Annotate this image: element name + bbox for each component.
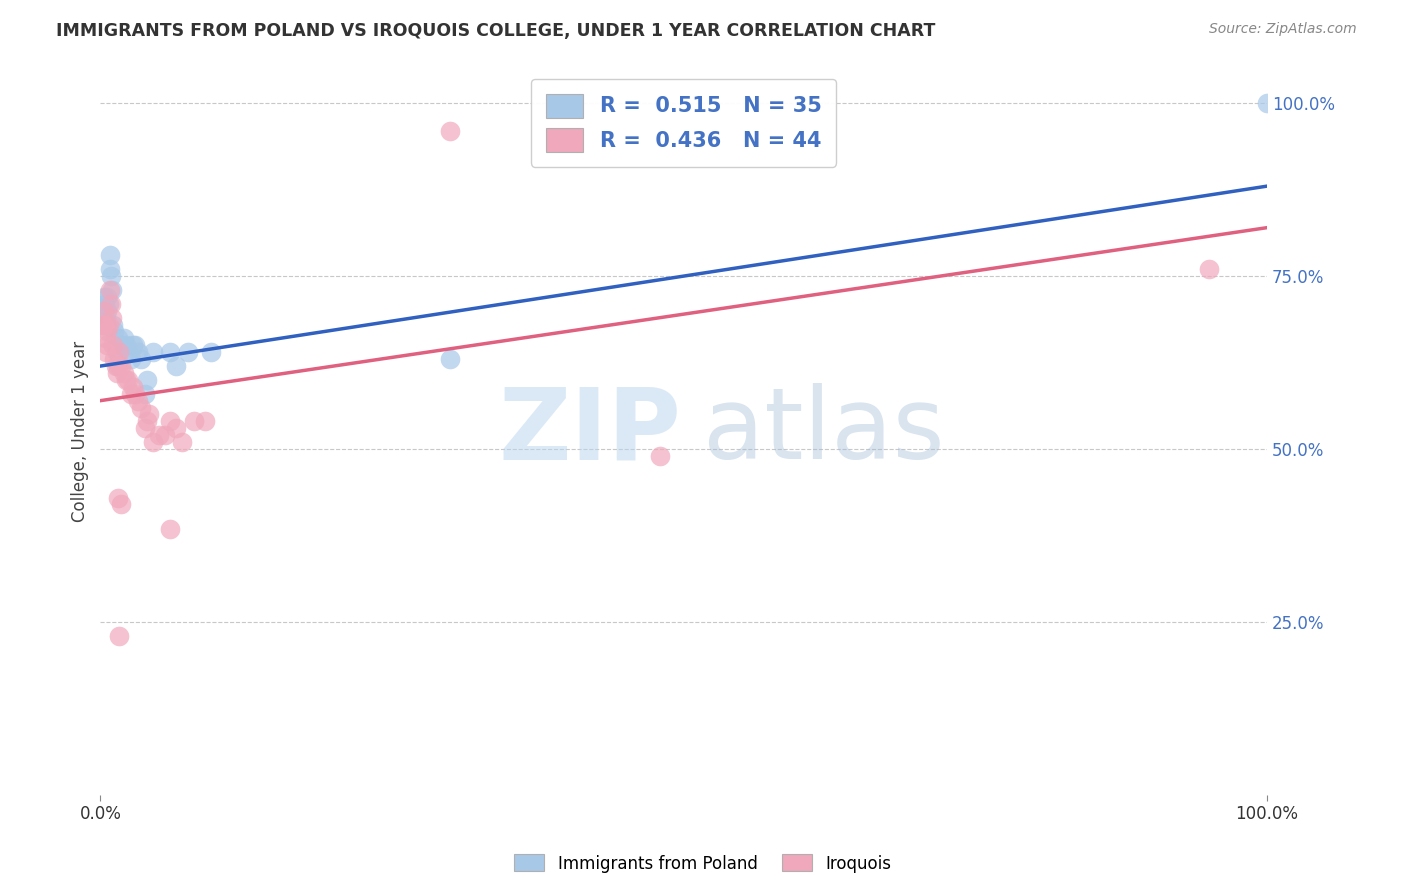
Point — [93, 303, 115, 318]
Point — [127, 393, 149, 408]
Legend: Immigrants from Poland, Iroquois: Immigrants from Poland, Iroquois — [508, 847, 898, 880]
Point — [100, 269, 122, 284]
Text: atlas: atlas — [703, 384, 945, 480]
Point — [183, 414, 205, 428]
Point — [159, 345, 181, 359]
Point — [104, 338, 127, 352]
Point — [159, 414, 181, 428]
Point — [96, 331, 118, 345]
Point — [153, 428, 176, 442]
Point — [103, 325, 125, 339]
Point — [136, 414, 159, 428]
Point — [138, 408, 160, 422]
Point — [194, 414, 217, 428]
Point — [112, 331, 135, 345]
Point — [1256, 96, 1278, 111]
Point — [120, 386, 142, 401]
Point — [107, 359, 129, 373]
Point — [439, 124, 461, 138]
Point — [127, 345, 149, 359]
Point — [96, 345, 118, 359]
Point — [103, 318, 125, 332]
Point — [98, 248, 121, 262]
Point — [165, 421, 187, 435]
Point — [124, 338, 146, 352]
Point — [117, 345, 139, 359]
Point — [110, 359, 132, 373]
Point — [134, 386, 156, 401]
Point — [94, 318, 117, 332]
Legend: R =  0.515   N = 35, R =  0.436   N = 44: R = 0.515 N = 35, R = 0.436 N = 44 — [531, 78, 837, 167]
Point — [148, 428, 170, 442]
Point — [101, 283, 124, 297]
Y-axis label: College, Under 1 year: College, Under 1 year — [72, 342, 89, 523]
Text: ZIP: ZIP — [499, 384, 682, 480]
Point — [134, 421, 156, 435]
Point — [122, 380, 145, 394]
Point — [98, 283, 121, 297]
Point — [93, 290, 115, 304]
Point — [96, 310, 118, 325]
Point — [142, 435, 165, 450]
Point — [101, 310, 124, 325]
Point — [170, 435, 193, 450]
Point — [177, 345, 200, 359]
Point — [650, 449, 672, 463]
Text: Source: ZipAtlas.com: Source: ZipAtlas.com — [1209, 22, 1357, 37]
Point — [136, 373, 159, 387]
Point — [142, 345, 165, 359]
Point — [112, 366, 135, 380]
Point — [97, 297, 120, 311]
Point — [107, 331, 129, 345]
Point — [96, 325, 118, 339]
Point — [100, 297, 122, 311]
Point — [96, 338, 118, 352]
Point — [91, 303, 114, 318]
Point — [120, 352, 142, 367]
Point — [110, 338, 132, 352]
Point — [104, 359, 127, 373]
Point — [108, 345, 131, 359]
Point — [98, 262, 121, 277]
Point — [200, 345, 222, 359]
Point — [115, 338, 138, 352]
Point — [105, 345, 128, 359]
Point — [108, 629, 131, 643]
Point — [103, 352, 125, 367]
Point — [115, 373, 138, 387]
Point — [96, 318, 118, 332]
Point — [103, 338, 125, 352]
Point — [165, 359, 187, 373]
Point — [96, 290, 118, 304]
Point — [124, 386, 146, 401]
Point — [129, 352, 152, 367]
Text: IMMIGRANTS FROM POLAND VS IROQUOIS COLLEGE, UNDER 1 YEAR CORRELATION CHART: IMMIGRANTS FROM POLAND VS IROQUOIS COLLE… — [56, 22, 935, 40]
Point — [129, 401, 152, 415]
Point — [122, 338, 145, 352]
Point — [107, 491, 129, 505]
Point — [105, 366, 128, 380]
Point — [1198, 262, 1220, 277]
Point — [159, 522, 181, 536]
Point — [97, 318, 120, 332]
Point — [96, 303, 118, 318]
Point — [94, 297, 117, 311]
Point — [110, 498, 132, 512]
Point — [91, 318, 114, 332]
Point — [439, 352, 461, 367]
Point — [117, 373, 139, 387]
